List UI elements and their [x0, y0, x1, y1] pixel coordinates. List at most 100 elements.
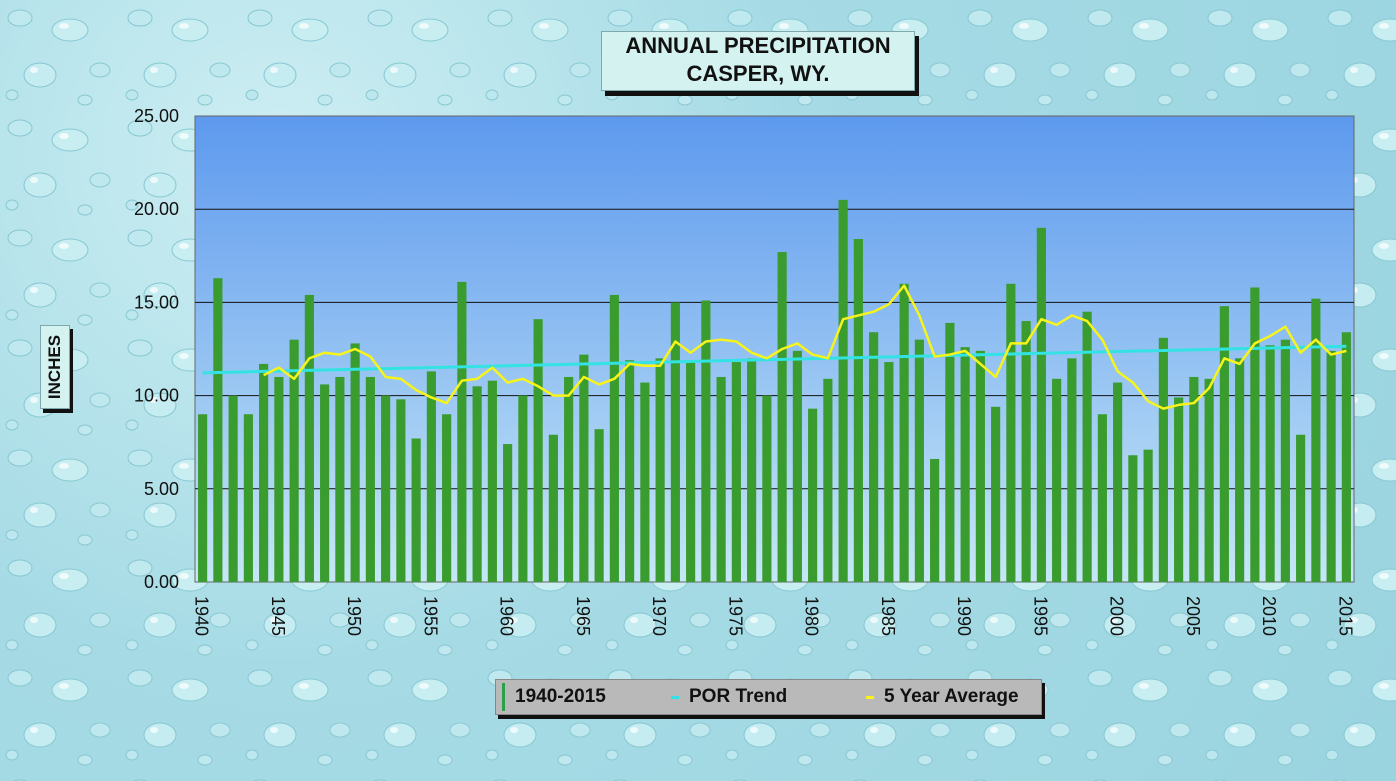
bar-1957 — [457, 281, 467, 582]
bar-1949 — [335, 376, 345, 582]
y-tick-label: 15.00 — [134, 292, 179, 312]
bar-1946 — [289, 339, 299, 582]
x-tick-label: 1980 — [802, 596, 822, 636]
bar-2012 — [1296, 434, 1306, 582]
bar-1983 — [853, 239, 863, 583]
bar-1981 — [823, 378, 833, 582]
bar-1997 — [1067, 358, 1077, 582]
x-tick-label: 1990 — [954, 596, 974, 636]
bar-1994 — [1021, 321, 1031, 582]
y-tick-label: 20.00 — [134, 199, 179, 219]
bar-1962 — [533, 319, 543, 582]
bar-1940 — [198, 414, 208, 582]
bar-1944 — [259, 363, 269, 582]
legend-average-label: 5 Year Average — [884, 686, 1019, 707]
bar-1951 — [365, 376, 375, 582]
bar-1980 — [808, 408, 818, 582]
bar-2001 — [1128, 455, 1138, 582]
legend-bars-swatch — [502, 683, 505, 711]
bar-1974 — [716, 376, 726, 582]
bar-1984 — [869, 332, 879, 582]
x-tick-label: 1950 — [344, 596, 364, 636]
chart-title-box: ANNUAL PRECIPITATION CASPER, WY. — [601, 31, 915, 91]
bar-2003 — [1158, 337, 1168, 582]
bar-1973 — [701, 300, 711, 582]
x-tick-label: 1955 — [420, 596, 440, 636]
bar-1972 — [686, 362, 696, 582]
x-tick-label: 1985 — [878, 596, 898, 636]
legend-item-trend: POR Trend — [671, 680, 787, 714]
average-line — [263, 284, 1347, 410]
chart-title-line1: ANNUAL PRECIPITATION — [625, 33, 891, 58]
x-tick-labels: 1940 1945 1950 1955 1960 1965 1970 1975 1980 1985… — [192, 596, 1356, 636]
x-tick-label: 1940 — [192, 596, 212, 636]
legend-average-swatch — [866, 695, 874, 699]
x-tick-label: 2000 — [1107, 596, 1127, 636]
bar-1961 — [518, 395, 528, 582]
trend-line — [202, 344, 1347, 375]
bar-1943 — [243, 414, 253, 582]
bar-1948 — [320, 384, 330, 582]
bar-1964 — [564, 376, 574, 582]
bar-1969 — [640, 382, 650, 582]
bar-1965 — [579, 354, 589, 582]
x-tick-label: 2005 — [1183, 596, 1203, 636]
bar-1999 — [1097, 414, 1107, 582]
bar-1992 — [991, 406, 1001, 582]
bar-1976 — [747, 358, 757, 582]
trend-series — [202, 344, 1347, 375]
x-tick-label: 1965 — [573, 596, 593, 636]
bar-2005 — [1189, 376, 1199, 582]
y-tick-label: 5.00 — [144, 479, 179, 499]
bar-2013 — [1311, 298, 1321, 582]
bar-2014 — [1326, 350, 1336, 582]
bar-1955 — [426, 371, 436, 582]
y-axis-label-box: INCHES — [40, 325, 70, 409]
bar-2008 — [1235, 358, 1245, 582]
bar-1963 — [548, 434, 558, 582]
x-tick-label: 1970 — [649, 596, 669, 636]
bar-1993 — [1006, 283, 1016, 582]
bar-1985 — [884, 362, 894, 582]
bar-2002 — [1143, 449, 1153, 582]
bar-1988 — [930, 458, 940, 582]
bar-2009 — [1250, 287, 1260, 582]
bar-1990 — [960, 347, 970, 582]
bar-1947 — [304, 294, 314, 582]
y-tick-label: 25.00 — [134, 106, 179, 126]
legend-bars-label: 1940-2015 — [515, 686, 606, 707]
bar-1953 — [396, 399, 406, 582]
bar-2004 — [1174, 397, 1184, 582]
x-tick-label: 2010 — [1259, 596, 1279, 636]
bar-1986 — [899, 283, 909, 582]
bar-1987 — [914, 339, 924, 582]
x-tick-label: 1960 — [497, 596, 517, 636]
x-tick-label: 2015 — [1335, 596, 1355, 636]
y-tick-label: 10.00 — [134, 386, 179, 406]
bar-1958 — [472, 386, 482, 582]
y-tick-label: 0.00 — [144, 572, 179, 592]
bar-1966 — [594, 429, 604, 582]
bar-1945 — [274, 376, 284, 582]
average-series — [263, 284, 1347, 410]
x-tick-label: 1995 — [1030, 596, 1050, 636]
legend-trend-swatch — [671, 695, 679, 699]
bar-1982 — [838, 199, 848, 582]
bar-2010 — [1265, 345, 1275, 582]
bar-1978 — [777, 252, 787, 582]
chart-title-line2: CASPER, WY. — [686, 61, 830, 86]
bar-1970 — [655, 358, 665, 582]
bar-1967 — [609, 294, 619, 582]
bar-1950 — [350, 343, 360, 582]
bar-1995 — [1036, 227, 1046, 582]
bar-1971 — [670, 302, 680, 582]
bar-1968 — [625, 360, 635, 582]
bar-1960 — [503, 444, 513, 582]
bar-2007 — [1219, 306, 1229, 582]
bar-1977 — [762, 395, 772, 582]
bar-1952 — [381, 395, 391, 582]
bar-1991 — [975, 350, 985, 582]
legend-item-bars: 1940-2015 — [502, 680, 606, 714]
bar-2006 — [1204, 378, 1214, 582]
